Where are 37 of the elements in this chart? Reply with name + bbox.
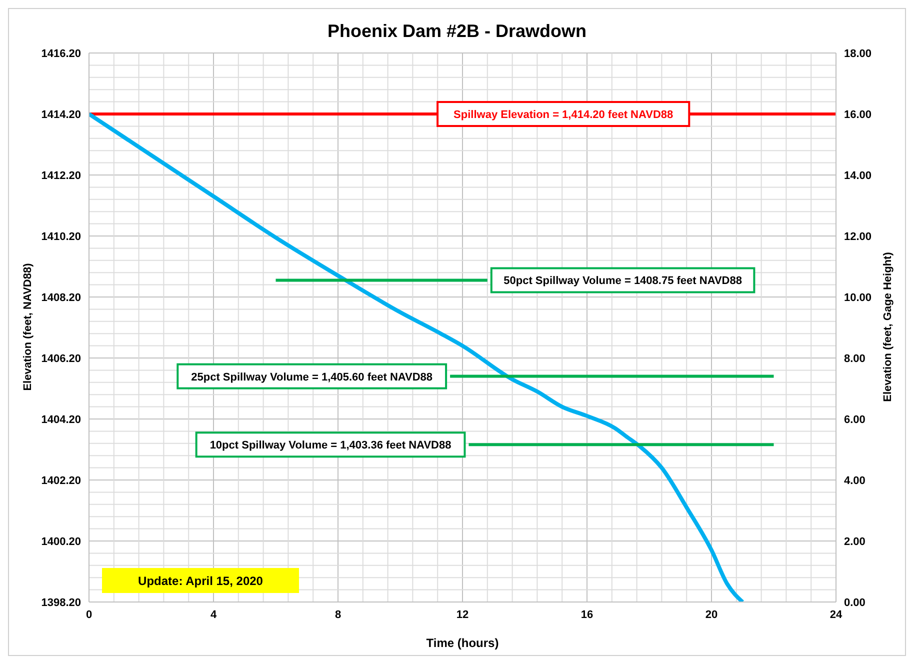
y-tick-label: 1416.20: [41, 48, 81, 60]
y2-tick-label: 2.00: [844, 536, 866, 548]
x-tick-label: 24: [830, 608, 843, 621]
y-tick-label: 1410.20: [41, 230, 81, 243]
note-box: Update: April 15, 2020: [102, 568, 299, 593]
y-tick-label: 1414.20: [41, 108, 81, 121]
x-tick-label: 8: [334, 608, 342, 621]
y-tick-label: 1412.20: [41, 170, 81, 182]
y2-tick-label: 0.00: [844, 596, 866, 609]
series-label: 10pct Spillway Volume = 1,403.36 feet NAVD88: [210, 440, 452, 452]
y2-axis-title: Elevation (feet, Gage Height): [882, 252, 894, 402]
series-label: 25pct Spillway Volume = 1,405.60 feet NAVD88: [191, 371, 433, 384]
y-tick-label: 1408.20: [41, 292, 81, 304]
y2-tick-label: 16.00: [844, 108, 872, 121]
chart-title: Phoenix Dam #2B - Drawdown: [326, 21, 588, 42]
y-tick-label: 1398.20: [41, 596, 81, 609]
ref-line-label: Spillway Elevation = 1,414.20 feet NAVD88: [454, 109, 674, 121]
y-tick-label: 1406.20: [41, 352, 81, 365]
y-tick-label: 1400.20: [41, 536, 81, 548]
line-series: [89, 112, 745, 602]
y-axis-title: Elevation (feet, NAVD88): [22, 262, 34, 391]
y2-tick-label: 8.00: [844, 352, 866, 365]
y2-tick-label: 6.00: [844, 414, 866, 426]
y2-tick-label: 4.00: [844, 474, 866, 487]
y2-tick-label: 10.00: [844, 292, 872, 304]
x-tick-label: 20: [705, 608, 718, 621]
x-tick-label: 4: [210, 608, 218, 621]
x-tick-label: 16: [580, 608, 594, 621]
x-axis-title: Time (hours): [426, 636, 499, 650]
y2-tick-label: 14.00: [844, 170, 872, 182]
x-tick-label: 0: [86, 608, 92, 621]
y-tick-label: 1404.20: [41, 414, 81, 426]
y2-tick-label: 18.00: [844, 48, 872, 60]
x-tick-label: 12: [456, 608, 469, 621]
y-tick-label: 1402.20: [41, 474, 81, 487]
y2-tick-label: 12.00: [844, 230, 872, 243]
series-label: 50pct Spillway Volume = 1408.75 feet NAVD88: [504, 275, 742, 288]
